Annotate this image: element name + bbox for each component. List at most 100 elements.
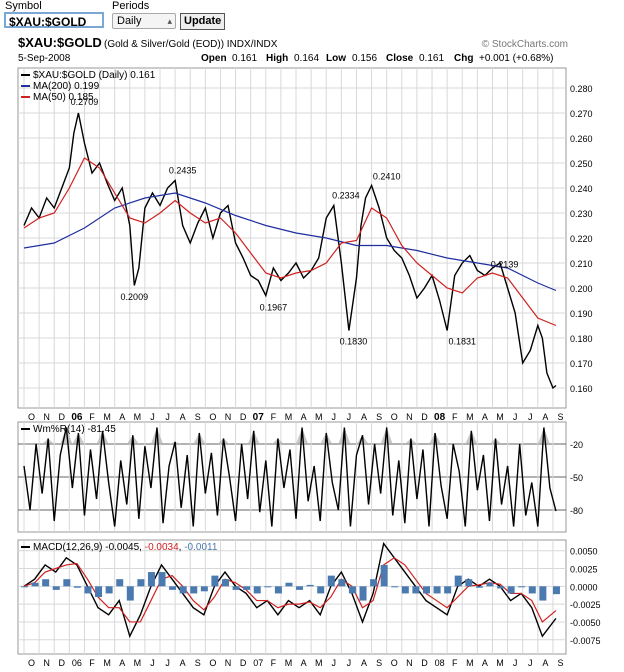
y-tick-label: -50 bbox=[570, 473, 583, 483]
periods-value: Daily bbox=[117, 15, 142, 27]
chart-form: Symbol Periods $XAU:$GOLD Daily ▴ Update bbox=[0, 0, 624, 34]
y-tick-label: 0.180 bbox=[570, 334, 593, 344]
histogram-bar bbox=[412, 586, 420, 594]
histogram-bar bbox=[306, 584, 314, 587]
x-tick-label: S bbox=[195, 658, 201, 668]
y-tick-label: 0.0025 bbox=[570, 565, 598, 575]
x-tick-label: D bbox=[59, 412, 66, 422]
x-tick-label: M bbox=[103, 412, 111, 422]
x-tick-label: O bbox=[28, 658, 35, 668]
histogram-bar bbox=[253, 586, 261, 594]
x-tick-label: M bbox=[134, 658, 142, 668]
histogram-bar bbox=[21, 586, 28, 588]
legend-entry: MA(50) 0.185 bbox=[33, 92, 94, 103]
x-tick-label: A bbox=[180, 412, 186, 422]
histogram-bar bbox=[539, 586, 547, 601]
x-tick-label: F bbox=[452, 658, 458, 668]
panel-macd: 0.0050 0.0025 0.0000 -0.0025 -0.0050 -0.0075 M… bbox=[17, 539, 601, 668]
histogram-bar bbox=[221, 579, 229, 587]
histogram-bar bbox=[433, 586, 441, 594]
x-tick-label: J bbox=[332, 412, 337, 422]
chg-value: +0.001 (+0.68%) bbox=[479, 53, 554, 64]
x-tick-label: J bbox=[347, 658, 352, 668]
x-tick-label: 06 bbox=[71, 412, 83, 423]
x-tick-label: J bbox=[150, 658, 155, 668]
x-tick-label: D bbox=[240, 658, 247, 668]
histogram-bar bbox=[243, 586, 251, 590]
panel-williams: -20 -50 -80 Wm%R(14) -81.45 bbox=[17, 421, 583, 533]
x-tick-label: N bbox=[225, 658, 232, 668]
x-tick-label: 06 bbox=[72, 658, 82, 668]
x-tick-label: M bbox=[466, 658, 474, 668]
peak-annotation: 0.2009 bbox=[121, 292, 149, 302]
y-tick-label: 0.170 bbox=[570, 359, 593, 369]
x-tick-label: O bbox=[391, 658, 398, 668]
x-tick-label: M bbox=[285, 658, 293, 668]
x-tick-label: M bbox=[496, 658, 504, 668]
x-tick-label: S bbox=[557, 658, 563, 668]
open-label: Open bbox=[201, 53, 227, 64]
peak-annotation: 0.1967 bbox=[260, 302, 288, 312]
x-tick-label: M bbox=[134, 412, 142, 422]
x-tick-label: M bbox=[315, 412, 323, 422]
x-tick-label: M bbox=[103, 658, 111, 668]
high-value: 0.164 bbox=[294, 53, 319, 64]
x-tick-label: F bbox=[271, 658, 277, 668]
histogram-bar bbox=[507, 586, 515, 594]
x-tick-label: J bbox=[528, 412, 533, 422]
histogram-bar bbox=[401, 586, 409, 594]
y-tick-label: -20 bbox=[570, 440, 583, 450]
histogram-bar bbox=[317, 586, 325, 594]
x-tick-label: M bbox=[285, 412, 293, 422]
x-tick-label: 08 bbox=[435, 658, 445, 668]
chg-label: Chg bbox=[454, 53, 473, 64]
ohlc-summary: Open 0.161 High 0.164 Low 0.156 Close 0.… bbox=[201, 53, 554, 64]
x-tick-label: N bbox=[43, 412, 50, 422]
series-line-signal bbox=[23, 557, 557, 623]
x-tick-label: D bbox=[421, 658, 428, 668]
histogram-bar bbox=[285, 582, 293, 587]
legend-macd: MACD(12,26,9) -0.0045, -0.0034, -0.0011 bbox=[33, 542, 218, 553]
histogram-bar bbox=[264, 586, 272, 588]
histogram-bar bbox=[348, 586, 356, 594]
x-tick-label: J bbox=[347, 412, 352, 422]
x-tick-label: 07 bbox=[253, 658, 263, 668]
y-tick-label: 0.220 bbox=[570, 234, 593, 244]
x-tick-label: O bbox=[391, 412, 398, 422]
x-tick-label: A bbox=[119, 412, 125, 422]
legend-entry: MA(200) 0.199 bbox=[33, 81, 100, 92]
periods-select[interactable]: Daily ▴ bbox=[112, 13, 176, 29]
low-label: Low bbox=[326, 53, 346, 64]
histogram-bar bbox=[475, 586, 483, 588]
series-line-wm-r-14 bbox=[23, 427, 557, 527]
x-tick-label: A bbox=[180, 658, 186, 668]
x-tick-label: A bbox=[482, 658, 488, 668]
x-tick-label: F bbox=[89, 658, 95, 668]
panel-price: 0.280 0.270 0.260 0.250 0.240 0.230 0.220 0.210… bbox=[17, 67, 593, 423]
x-tick-label: S bbox=[376, 658, 382, 668]
x-tick-label: M bbox=[315, 658, 323, 668]
peak-annotation: 0.1831 bbox=[448, 336, 476, 346]
symbol-input[interactable]: $XAU:$GOLD bbox=[4, 12, 104, 29]
y-tick-label: -0.0050 bbox=[570, 618, 601, 628]
legend-separator: , bbox=[139, 542, 145, 553]
chart-date: 5-Sep-2008 bbox=[18, 53, 71, 64]
x-tick-label: F bbox=[452, 412, 458, 422]
histogram-bar bbox=[497, 586, 505, 589]
x-tick-label: D bbox=[59, 658, 66, 668]
x-tick-label: D bbox=[421, 412, 428, 422]
y-tick-label: 0.250 bbox=[570, 159, 593, 169]
x-tick-label: A bbox=[482, 412, 488, 422]
x-tick-label: D bbox=[240, 412, 247, 422]
x-tick-label: A bbox=[361, 412, 367, 422]
y-tick-label: 0.240 bbox=[570, 184, 593, 194]
legend-entry: Wm%R(14) -81.45 bbox=[33, 424, 116, 435]
histogram-bar bbox=[359, 586, 367, 601]
histogram-bar bbox=[296, 586, 304, 590]
x-tick-label: 07 bbox=[253, 412, 265, 423]
y-tick-label: 0.0000 bbox=[570, 582, 598, 592]
update-button[interactable]: Update bbox=[180, 13, 226, 30]
histogram-bar bbox=[137, 579, 145, 587]
histogram-bar bbox=[200, 586, 208, 592]
histogram-bar bbox=[327, 575, 335, 587]
